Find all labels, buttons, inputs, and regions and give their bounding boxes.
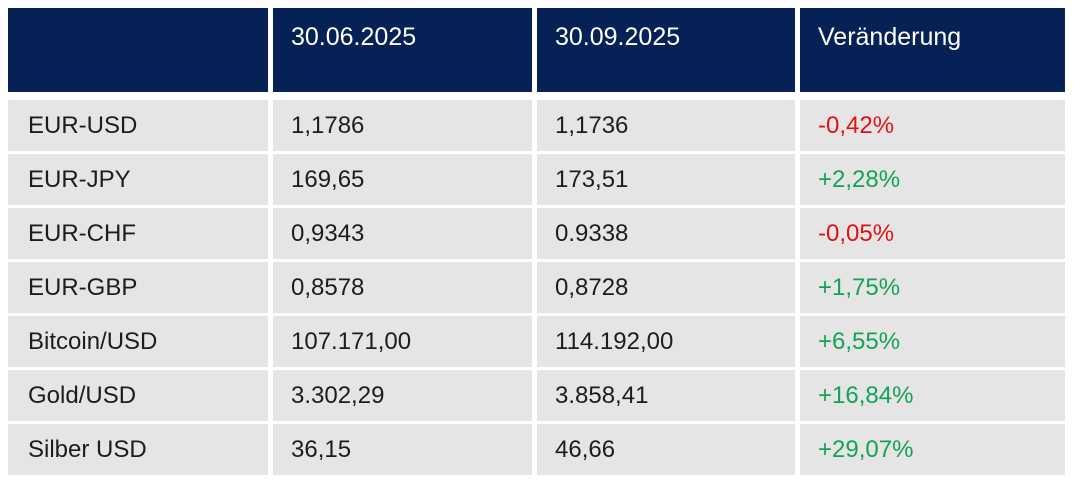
row-label: EUR-USD <box>8 100 268 151</box>
row-label: Gold/USD <box>8 370 268 421</box>
row-label: Bitcoin/USD <box>8 316 268 367</box>
value-30-09: 0,8728 <box>537 262 795 313</box>
value-30-06: 169,65 <box>273 154 532 205</box>
header-cell-date-1: 30.06.2025 <box>273 8 532 92</box>
change-percent: +1,75% <box>800 262 1065 313</box>
value-30-06: 3.302,29 <box>273 370 532 421</box>
value-30-06: 1,1786 <box>273 100 532 151</box>
change-percent: -0,05% <box>800 208 1065 259</box>
value-30-09: 173,51 <box>537 154 795 205</box>
row-label: EUR-CHF <box>8 208 268 259</box>
table-row: EUR-JPY 169,65 173,51 +2,28% <box>8 154 1065 205</box>
value-30-06: 107.171,00 <box>273 316 532 367</box>
table-row: EUR-GBP 0,8578 0,8728 +1,75% <box>8 262 1065 313</box>
value-30-09: 114.192,00 <box>537 316 795 367</box>
table-row: Silber USD 36,15 46,66 +29,07% <box>8 424 1065 475</box>
table-row: EUR-USD 1,1786 1,1736 -0,42% <box>8 100 1065 151</box>
row-label: Silber USD <box>8 424 268 475</box>
header-cell-date-2: 30.09.2025 <box>537 8 795 92</box>
table-row: EUR-CHF 0,9343 0.9338 -0,05% <box>8 208 1065 259</box>
change-percent: +2,28% <box>800 154 1065 205</box>
header-cell-empty <box>8 8 268 92</box>
change-percent: +16,84% <box>800 370 1065 421</box>
value-30-06: 0,9343 <box>273 208 532 259</box>
change-percent: -0,42% <box>800 100 1065 151</box>
table-header-row: 30.06.2025 30.09.2025 Veränderung <box>8 8 1065 92</box>
value-30-06: 0,8578 <box>273 262 532 313</box>
value-30-09: 1,1736 <box>537 100 795 151</box>
row-label: EUR-JPY <box>8 154 268 205</box>
table-body: EUR-USD 1,1786 1,1736 -0,42% EUR-JPY 169… <box>8 100 1065 475</box>
value-30-06: 36,15 <box>273 424 532 475</box>
table-row: Bitcoin/USD 107.171,00 114.192,00 +6,55% <box>8 316 1065 367</box>
value-30-09: 0.9338 <box>537 208 795 259</box>
exchange-rates-table: 30.06.2025 30.09.2025 Veränderung EUR-US… <box>8 8 1065 475</box>
row-label: EUR-GBP <box>8 262 268 313</box>
value-30-09: 3.858,41 <box>537 370 795 421</box>
change-percent: +29,07% <box>800 424 1065 475</box>
header-cell-change: Veränderung <box>800 8 1065 92</box>
table-row: Gold/USD 3.302,29 3.858,41 +16,84% <box>8 370 1065 421</box>
change-percent: +6,55% <box>800 316 1065 367</box>
value-30-09: 46,66 <box>537 424 795 475</box>
